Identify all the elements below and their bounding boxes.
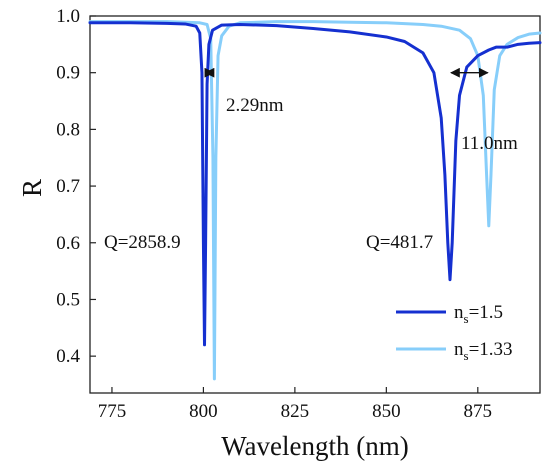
x-ticks: 775 800 825 850 875 xyxy=(98,387,492,422)
fwhm-label-1: 2.29nm xyxy=(226,95,284,116)
q-factor-label-2: Q=481.7 xyxy=(366,232,433,253)
series-layer xyxy=(88,20,542,381)
y-axis-title: R xyxy=(17,179,47,197)
legend-label-series-1: ns=1.5 xyxy=(454,302,503,326)
plot-frame xyxy=(89,15,541,394)
x-tick-label: 800 xyxy=(189,401,218,422)
x-tick-label: 825 xyxy=(281,401,310,422)
y-tick-label: 0.4 xyxy=(56,346,80,367)
legend-label-series-2: ns=1.33 xyxy=(454,339,513,363)
x-tick-label: 775 xyxy=(98,401,127,422)
annotation-layer: 2.29nm 11.0nm Q=2858.9 Q=481.7 xyxy=(104,67,518,253)
y-tick-label: 1.0 xyxy=(56,6,80,27)
y-tick-label: 0.8 xyxy=(56,119,80,140)
series-line-2 xyxy=(88,20,542,381)
x-tick-label: 850 xyxy=(372,401,401,422)
fwhm-label-2: 11.0nm xyxy=(461,133,518,154)
y-tick-label: 0.9 xyxy=(56,63,80,84)
y-tick-label: 0.7 xyxy=(56,176,80,197)
y-ticks: 0.4 0.5 0.6 0.7 0.8 0.9 1.0 xyxy=(56,6,96,367)
q-factor-label-1: Q=2858.9 xyxy=(104,232,181,253)
y-tick-label: 0.5 xyxy=(56,289,80,310)
legend: ns=1.5 ns=1.33 xyxy=(396,302,513,363)
x-tick-label: 875 xyxy=(464,401,493,422)
y-tick-label: 0.6 xyxy=(56,233,80,254)
series-line-1 xyxy=(88,21,542,347)
x-axis-title: Wavelength (nm) xyxy=(221,431,409,461)
